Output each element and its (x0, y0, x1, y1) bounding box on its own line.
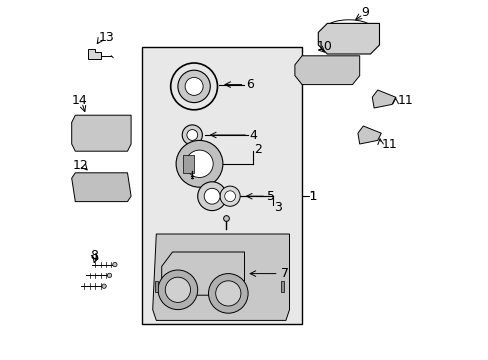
Polygon shape (357, 126, 381, 144)
Circle shape (102, 284, 106, 288)
Circle shape (220, 186, 240, 206)
Text: 2: 2 (254, 143, 262, 156)
Text: 4: 4 (249, 129, 257, 141)
Text: 6: 6 (246, 78, 254, 91)
FancyBboxPatch shape (142, 47, 302, 324)
Text: 13: 13 (99, 31, 114, 44)
Polygon shape (152, 234, 289, 320)
Circle shape (185, 77, 203, 95)
Polygon shape (72, 173, 131, 202)
Text: 12: 12 (72, 159, 88, 172)
Text: 5: 5 (266, 190, 274, 203)
Circle shape (223, 216, 229, 221)
Polygon shape (371, 90, 395, 108)
Polygon shape (280, 281, 284, 292)
Text: 14: 14 (72, 94, 87, 107)
Text: 8: 8 (89, 249, 98, 262)
Polygon shape (154, 281, 158, 292)
Text: 3: 3 (273, 201, 281, 213)
Circle shape (215, 281, 241, 306)
Circle shape (186, 130, 197, 140)
Circle shape (185, 150, 213, 177)
Polygon shape (72, 115, 131, 151)
Circle shape (165, 277, 190, 302)
Polygon shape (318, 23, 379, 54)
Polygon shape (162, 252, 244, 295)
Circle shape (178, 70, 210, 103)
Circle shape (204, 188, 220, 204)
Text: -1: -1 (305, 190, 317, 203)
Circle shape (107, 273, 111, 278)
Circle shape (197, 182, 226, 211)
Text: 11: 11 (397, 94, 412, 107)
Text: 10: 10 (316, 40, 332, 53)
Circle shape (158, 270, 197, 310)
Text: 7: 7 (280, 267, 288, 280)
Text: 11: 11 (381, 138, 396, 150)
Circle shape (208, 274, 247, 313)
Polygon shape (183, 155, 194, 173)
Polygon shape (294, 56, 359, 85)
Text: -1: -1 (305, 190, 317, 203)
Circle shape (113, 262, 117, 267)
Circle shape (176, 140, 223, 187)
Text: 9: 9 (361, 6, 368, 19)
Polygon shape (88, 49, 101, 59)
Circle shape (224, 191, 235, 202)
Circle shape (182, 125, 202, 145)
